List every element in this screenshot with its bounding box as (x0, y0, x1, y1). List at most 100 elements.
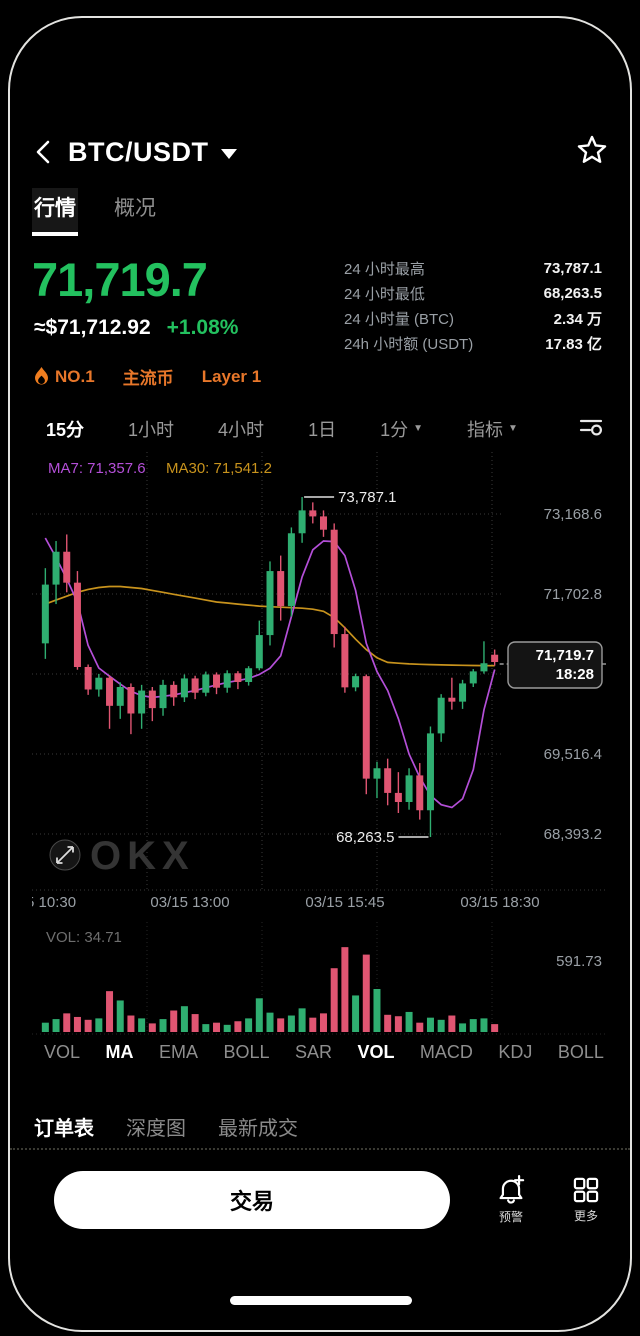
stat-value: 17.83 亿 (545, 336, 602, 353)
candle-body (319, 516, 327, 530)
high-annotation: 73,787.1 (338, 489, 396, 506)
volume-bar (255, 998, 263, 1032)
stat-label: 24 小时量 (BTC) (344, 311, 455, 328)
flame-icon (35, 367, 48, 385)
back-button[interactable] (32, 135, 62, 169)
indicator-kdj[interactable]: KDJ (498, 1042, 533, 1062)
timeframe-1d[interactable]: 1日 (308, 416, 336, 442)
tab-overview[interactable]: 概况 (114, 197, 156, 220)
price-change: +1.08% (166, 316, 239, 339)
tab-order-book[interactable]: 订单表 (34, 1118, 94, 1140)
trade-button[interactable]: 交易 (54, 1171, 450, 1229)
volume-bar (362, 954, 370, 1032)
more-button[interactable]: 更多 (572, 1176, 600, 1224)
volume-bar (191, 1014, 199, 1032)
indicator-selector-bar: VOL MA EMA BOLL SAR VOL MACD KDJ BOLL (44, 1042, 604, 1063)
y-axis-label: 71,702.8 (544, 586, 602, 603)
volume-bar (202, 1024, 210, 1032)
stat-value: 73,787.1 (543, 260, 602, 277)
indicator-sar[interactable]: SAR (294, 1042, 332, 1062)
indicator-boll[interactable]: BOLL (223, 1042, 270, 1062)
candle-body (52, 551, 60, 585)
candle-body (138, 690, 146, 714)
page-tabs: 行情 概况 (32, 188, 158, 236)
category-badge-layer1[interactable]: Layer 1 (202, 367, 262, 387)
candle-body (437, 697, 445, 734)
more-label: 更多 (573, 1209, 598, 1223)
tab-market[interactable]: 行情 (32, 188, 78, 236)
x-axis-label: 03/15 13:00 (150, 894, 230, 911)
volume-bar (341, 947, 349, 1032)
indicator-macd[interactable]: MACD (419, 1042, 473, 1062)
volume-bar (330, 968, 338, 1032)
volume-pane[interactable]: VOL: 34.71 591.73 (32, 922, 608, 1036)
candle-body (469, 671, 477, 684)
candle-body (255, 635, 263, 669)
indicator-ema[interactable]: EMA (158, 1042, 198, 1062)
candle-body (73, 582, 81, 667)
volume-bar (309, 1017, 317, 1032)
candle-body (170, 684, 178, 698)
watermark-text: OKX (90, 834, 195, 878)
rank-badge-label: NO.1 (55, 366, 95, 386)
candle-body (95, 677, 103, 690)
low-annotation: 68,263.5 (336, 829, 394, 846)
y-axis-label: 69,516.4 (544, 746, 602, 763)
volume-bar (437, 1019, 445, 1032)
volume-canvas: VOL: 34.71 591.73 (32, 922, 608, 1035)
volume-bar (213, 1022, 221, 1032)
candle-body (180, 678, 188, 698)
candle-body (352, 676, 360, 688)
volume-bar (63, 1013, 71, 1032)
stat-label: 24 小时最高 (344, 261, 425, 278)
stat-row-turnover-usdt: 24h 小时额 (USDT) 17.83 亿 (344, 331, 602, 356)
candle-body (245, 668, 253, 682)
favorite-star-button[interactable] (576, 134, 608, 171)
badges-row: NO.1 主流币 Layer 1 (34, 364, 261, 389)
home-indicator[interactable] (230, 1296, 412, 1305)
candle-body (426, 733, 434, 811)
candle-body (309, 510, 317, 517)
volume-bar (84, 1019, 92, 1032)
timeframe-dropdown[interactable]: 1分 ▼ (380, 416, 423, 442)
volume-bar (319, 1013, 327, 1032)
category-badge-mainstream[interactable]: 主流币 (123, 364, 174, 389)
y-axis-label: 68,393.2 (544, 826, 602, 843)
indicator-vol[interactable]: VOL (44, 1042, 81, 1062)
indicator-boll[interactable]: BOLL (557, 1042, 604, 1062)
volume-bar (352, 995, 360, 1032)
tag-time: 18:28 (556, 666, 594, 683)
indicator-dropdown[interactable]: 指标 ▼ (467, 416, 518, 442)
volume-bar (480, 1018, 488, 1032)
last-price-tag[interactable]: 71,719.7 18:28 (507, 641, 603, 689)
candle-body (266, 571, 274, 636)
volume-bar (266, 1012, 274, 1032)
volume-bar (384, 1014, 392, 1032)
timeframe-15m[interactable]: 15分 (46, 416, 84, 442)
orderbook-tabs: 订单表 深度图 最新成交 (34, 1112, 298, 1141)
candle-body (416, 775, 424, 811)
volume-bar (234, 1021, 242, 1032)
alert-button[interactable]: 预警 (496, 1175, 526, 1225)
indicator-ma[interactable]: MA (105, 1042, 134, 1062)
candle-body (459, 683, 467, 702)
chart-settings-button[interactable] (578, 414, 604, 443)
candle-body (448, 697, 456, 702)
tab-depth-chart[interactable]: 深度图 (126, 1118, 186, 1140)
timeframe-4h[interactable]: 4小时 (218, 416, 264, 442)
timeframe-1h[interactable]: 1小时 (128, 416, 174, 442)
timeframe-label: 1分 (380, 419, 409, 440)
y-axis-label: 73,168.6 (544, 506, 602, 523)
candlestick-chart[interactable]: OKX MA7: 71,357.6 MA30: 71,541.2 73,168.6 71… (32, 452, 608, 892)
indicator-dropdown-label: 指标 (467, 419, 503, 440)
volume-bar (223, 1024, 231, 1032)
timeframe-label: 15分 (46, 419, 85, 440)
ma30-legend: MA30: 71,541.2 (166, 460, 272, 477)
rank-badge[interactable]: NO.1 (34, 367, 95, 387)
timeframe-bar: 15分 1小时 4小时 1日 1分 ▼ 指标 ▼ (46, 414, 604, 443)
indicator-vol[interactable]: VOL (357, 1042, 395, 1062)
volume-bar (95, 1018, 103, 1032)
tab-latest-trades[interactable]: 最新成交 (218, 1118, 298, 1140)
pair-dropdown-caret-icon[interactable] (220, 149, 237, 159)
okx-watermark: OKX (49, 834, 195, 878)
